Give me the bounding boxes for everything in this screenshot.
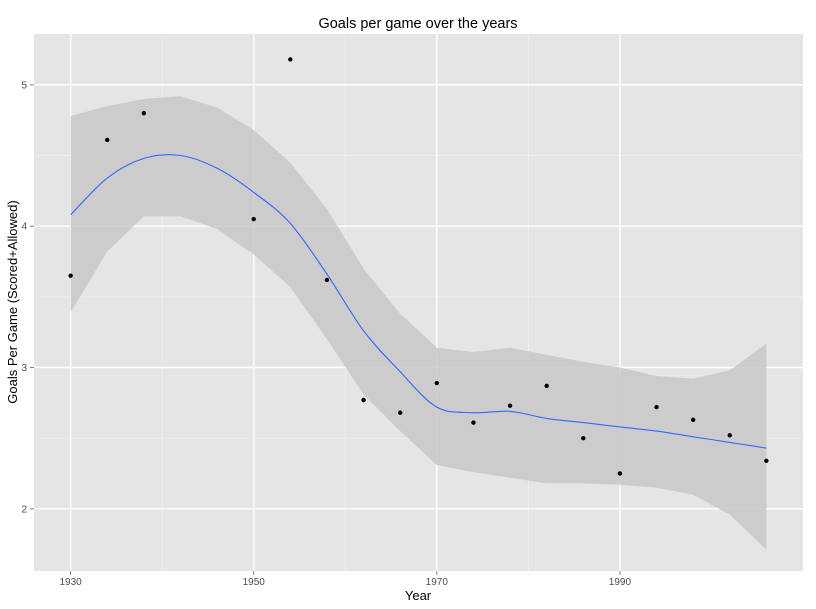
y-tick-label: 5 [21,80,27,91]
x-axis-title: Year [405,588,432,603]
x-tick-label: 1950 [243,577,266,588]
data-point [251,216,256,222]
data-point [617,471,623,476]
data-point [727,433,732,438]
data-point [654,404,659,410]
x-tick-label: 1970 [426,577,449,588]
data-points [68,57,769,476]
data-point [434,380,440,386]
x-tick-label: 1990 [609,577,632,588]
data-point [288,57,293,62]
data-point [397,410,403,415]
y-tick-label: 2 [21,504,27,515]
x-tick-label: 1930 [59,577,82,588]
data-point [324,277,330,283]
data-point [361,397,366,403]
data-point [471,420,476,425]
confidence-band [70,96,767,550]
data-point [141,110,147,116]
data-point [105,137,110,143]
data-point [544,383,549,389]
data-point [581,435,586,441]
smooth-line [70,154,767,449]
axis-ticks: 1930 1950 1970 1990 2 3 4 5 [21,80,631,588]
data-point [690,417,696,422]
data-point [68,273,73,278]
chart-title: Goals per game over the years [318,16,517,32]
y-tick-label: 3 [21,363,27,374]
data-point [507,403,513,408]
data-point [764,458,769,463]
y-axis-title: Goals Per Game (Scored+Allowed) [5,200,20,403]
y-tick-label: 4 [21,222,27,233]
